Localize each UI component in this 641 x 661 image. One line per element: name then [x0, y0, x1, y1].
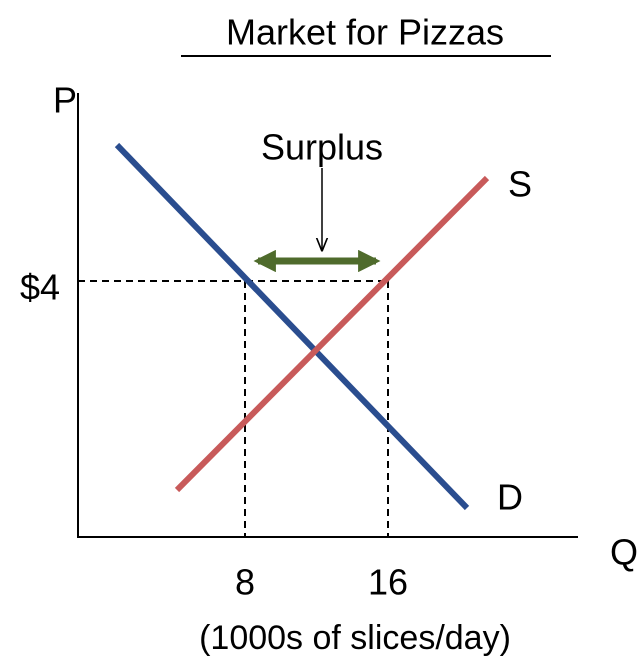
y-axis-label: P — [53, 80, 77, 121]
quantity-label: 16 — [368, 562, 408, 603]
x-axis-caption: (1000s of slices/day) — [199, 619, 511, 657]
x-axis-label: Q — [610, 532, 638, 573]
demand-curve — [114, 142, 470, 511]
demand-label: D — [497, 477, 523, 518]
price-label: $4 — [20, 267, 60, 308]
title: Market for Pizzas — [226, 12, 504, 53]
supply-curve — [174, 175, 490, 493]
quantity-label: 8 — [235, 562, 255, 603]
annotation: Surplus — [261, 127, 383, 168]
supply-label: S — [508, 164, 532, 205]
